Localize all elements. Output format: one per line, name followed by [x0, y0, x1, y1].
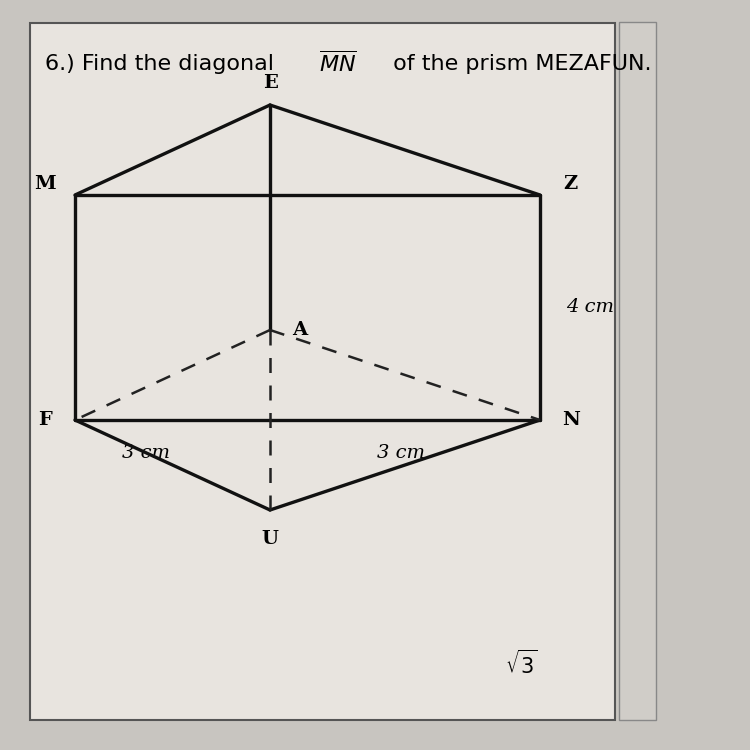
FancyBboxPatch shape	[30, 22, 615, 720]
Text: 3 cm: 3 cm	[377, 444, 425, 462]
Text: 3 cm: 3 cm	[122, 444, 170, 462]
Text: M: M	[34, 175, 56, 193]
Text: 6.) Find the diagonal: 6.) Find the diagonal	[45, 54, 281, 74]
Text: N: N	[562, 411, 580, 429]
Text: $\sqrt{3}$: $\sqrt{3}$	[505, 650, 538, 678]
Text: F: F	[38, 411, 52, 429]
Text: $\overline{MN}$: $\overline{MN}$	[319, 51, 356, 76]
Text: U: U	[262, 530, 278, 548]
Text: 4 cm: 4 cm	[566, 298, 614, 316]
Text: of the prism MEZAFUN.: of the prism MEZAFUN.	[386, 54, 652, 74]
Text: A: A	[292, 321, 308, 339]
Text: E: E	[262, 74, 278, 92]
FancyBboxPatch shape	[619, 22, 656, 720]
Text: Z: Z	[562, 175, 578, 193]
